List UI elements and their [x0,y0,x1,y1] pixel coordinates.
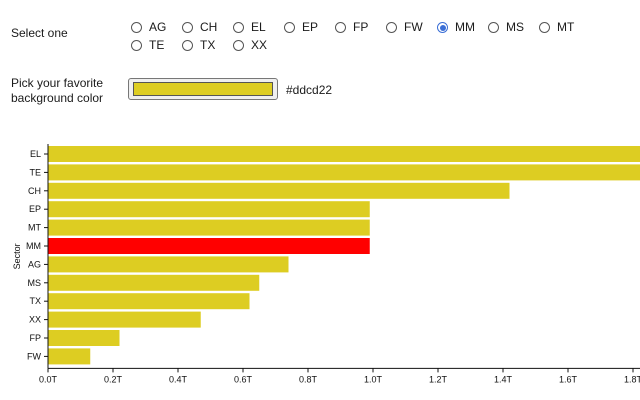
y-tick-label: EP [29,204,41,214]
radio-circle [539,22,550,33]
y-tick-label: TE [29,167,41,177]
y-tick-label: XX [29,315,41,325]
y-tick-label: FW [27,351,41,361]
radio-label: XX [251,38,268,52]
radio-ch[interactable]: CH [182,20,217,35]
radio-label: FW [404,20,423,34]
clipped-top-text [10,0,570,3]
bar-chart: EL TE CH EP MT MM AG MS TX XX FP FW 0.0T 0.2T 0.4T 0.6T… [12,144,640,384]
radio-circle [335,22,346,33]
y-axis-label: Sector [12,243,22,269]
color-picker[interactable] [128,78,278,100]
radio-circle [437,22,448,33]
radio-label: MS [506,20,524,34]
bar-ag [48,256,289,273]
x-tick-label: 1.4T [494,374,513,384]
radio-fw[interactable]: FW [386,20,423,35]
x-tick-label: 1.2T [429,374,448,384]
radio-ag[interactable]: AG [131,20,166,35]
x-tick-label: 0.4T [169,374,188,384]
x-tick-label: 0.8T [299,374,318,384]
bar-fw [48,348,91,365]
y-tick-label: TX [29,296,41,306]
bar-ch [48,182,510,199]
bar-fp [48,330,120,346]
x-tick-label: 0.2T [104,374,123,384]
radio-circle [233,40,244,51]
radio-label: EL [251,20,266,34]
radio-ms[interactable]: MS [488,20,524,35]
radio-label: MT [557,20,575,34]
y-tick-label: EL [30,149,41,159]
sector-radio-group: AG CH EL EP FP FW MM MS MT TE TX XX [131,20,601,56]
bar-te [48,164,640,181]
radio-circle [182,40,193,51]
x-tick-label: 0.6T [234,374,253,384]
radio-te[interactable]: TE [131,38,164,53]
radio-mm[interactable]: MM [437,20,475,35]
radio-label: EP [302,20,319,34]
color-value: #ddcd22 [286,83,333,97]
radio-ep[interactable]: EP [284,20,318,35]
bar-el [48,146,640,162]
radio-label: AG [149,20,167,34]
radio-circle [131,40,142,51]
y-tick-label: MT [28,223,41,233]
radio-circle [182,22,193,33]
y-tick-label: FP [29,333,41,343]
bar-tx [48,293,250,310]
bar-xx [48,311,201,328]
radio-label: CH [200,20,218,34]
radio-circle [131,22,142,33]
radio-mt[interactable]: MT [539,20,574,35]
radio-circle [386,22,397,33]
radio-circle [284,22,295,33]
radio-fp[interactable]: FP [335,20,368,35]
radio-circle [233,22,244,33]
radio-el[interactable]: EL [233,20,266,35]
bar-ep [48,201,370,218]
radio-tx[interactable]: TX [182,38,215,53]
y-tick-label: MM [26,241,41,251]
radio-label: TX [200,38,216,52]
bar-mm [48,238,370,254]
y-tick-label: AG [28,259,41,269]
y-tick-label: MS [28,278,42,288]
bar-mt [48,219,370,236]
radio-circle [488,22,499,33]
x-tick-label: 1.6T [559,374,578,384]
radio-label: MM [455,20,475,34]
radio-label: TE [149,38,165,52]
radio-xx[interactable]: XX [233,38,267,53]
y-tick-label: CH [28,186,41,196]
x-tick-label: 1.0T [364,374,383,384]
bar-ms [48,274,260,291]
color-swatch [133,82,273,96]
x-tick-label: 1.8T [624,374,640,384]
x-tick-label: 0.0T [39,374,58,384]
select-label: Select one [11,26,68,40]
color-label: Pick your favorite background color [11,76,104,105]
radio-label: FP [353,20,369,34]
